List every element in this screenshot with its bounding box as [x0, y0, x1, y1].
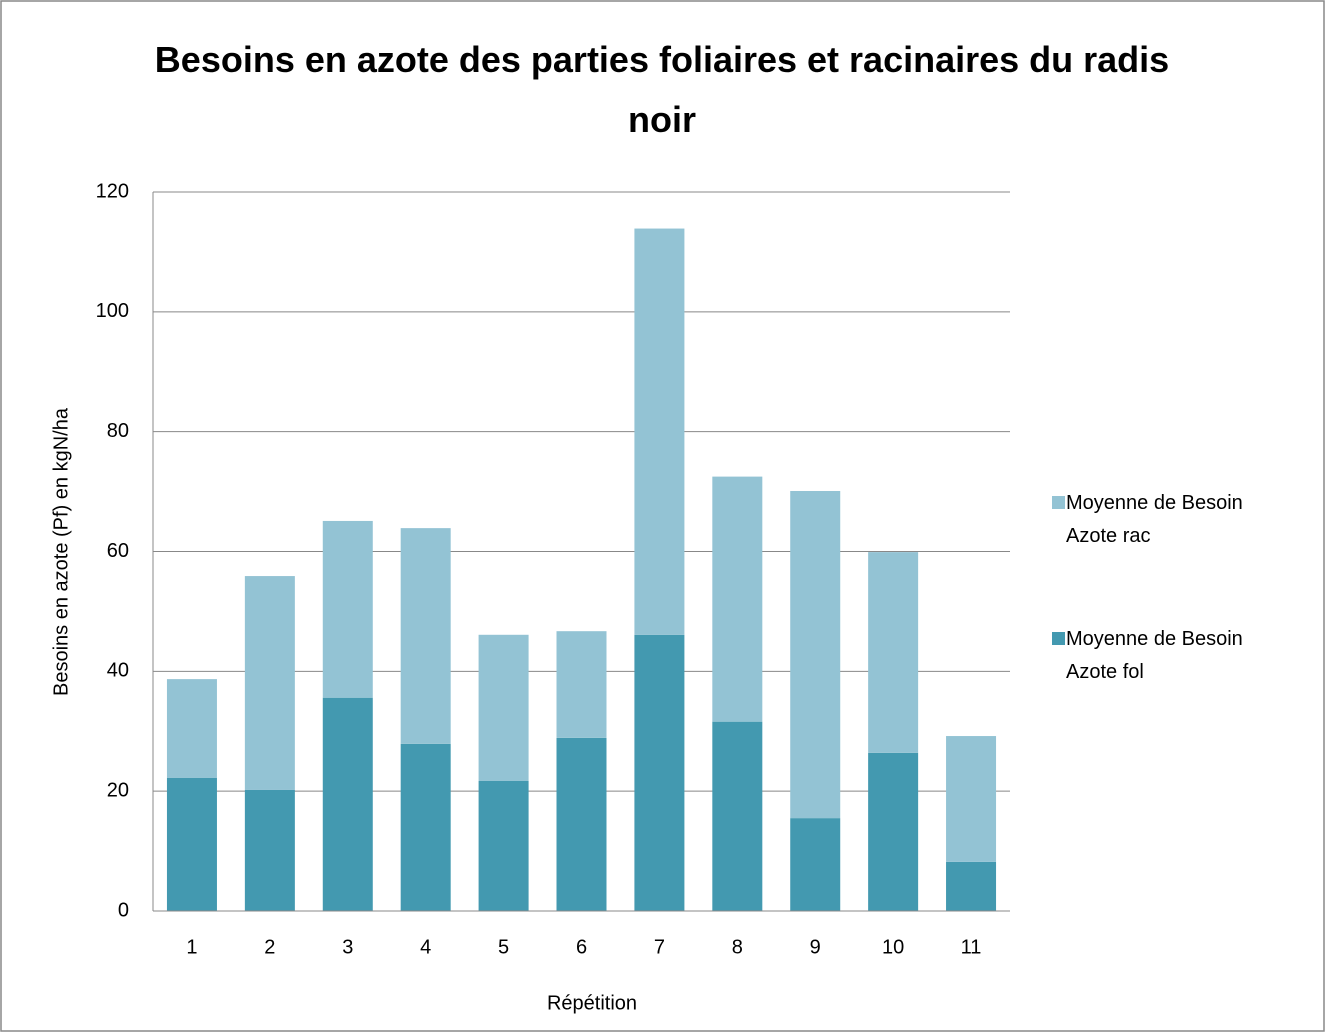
y-tick-label: 120: [96, 180, 129, 202]
bar-segment: [712, 721, 763, 911]
x-tick-label: 11: [961, 936, 982, 958]
bar-segment: [790, 818, 841, 911]
legend-swatch: [1052, 496, 1065, 509]
bar-segment: [868, 752, 919, 911]
y-tick-label: 40: [107, 660, 129, 682]
bar-segment: [478, 780, 529, 911]
bar-segment: [556, 631, 607, 738]
bar-segment: [244, 576, 295, 790]
x-tick-label: 1: [186, 936, 197, 958]
y-tick-label: 100: [96, 300, 129, 322]
bar-segment: [400, 528, 451, 744]
x-tick-label: 7: [654, 936, 665, 958]
x-tick-label: 8: [732, 936, 743, 958]
bar-segment: [946, 736, 997, 862]
x-axis-label: Répétition: [547, 992, 637, 1014]
bar-segment: [556, 737, 607, 911]
legend-label: Moyenne de Besoin Azote fol: [1066, 628, 1243, 683]
x-tick-label: 4: [420, 936, 431, 958]
bar-segment: [634, 228, 685, 635]
x-tick-label: 2: [264, 936, 275, 958]
bar-segment: [166, 777, 217, 911]
x-tick-label: 3: [342, 936, 353, 958]
bar-segment: [166, 679, 217, 778]
legend-swatch: [1052, 632, 1065, 645]
bar-segment: [946, 861, 997, 911]
bar-segment: [868, 552, 919, 753]
y-tick-label: 80: [107, 420, 129, 442]
bar-segment: [634, 634, 685, 911]
x-tick-label: 6: [576, 936, 587, 958]
y-tick-label: 0: [118, 899, 129, 921]
x-tick-label: 10: [882, 936, 904, 958]
bar-segment: [712, 476, 763, 722]
y-tick-label: 60: [107, 540, 129, 562]
bar-segment: [322, 697, 373, 911]
bar-segment: [244, 789, 295, 911]
chart-title: Besoins en azote des parties foliaires e…: [154, 39, 1170, 140]
x-tick-label: 5: [498, 936, 509, 958]
legend-label: Moyenne de Besoin Azote rac: [1066, 492, 1243, 547]
bar-segment: [790, 490, 841, 819]
bar-segment: [322, 520, 373, 698]
x-tick-label: 9: [810, 936, 821, 958]
y-tick-label: 20: [107, 779, 129, 801]
bar-segment: [400, 743, 451, 911]
bar-segment: [478, 634, 529, 781]
y-axis-label: Besoins en azote (Pf) en kgN/ha: [50, 407, 72, 696]
